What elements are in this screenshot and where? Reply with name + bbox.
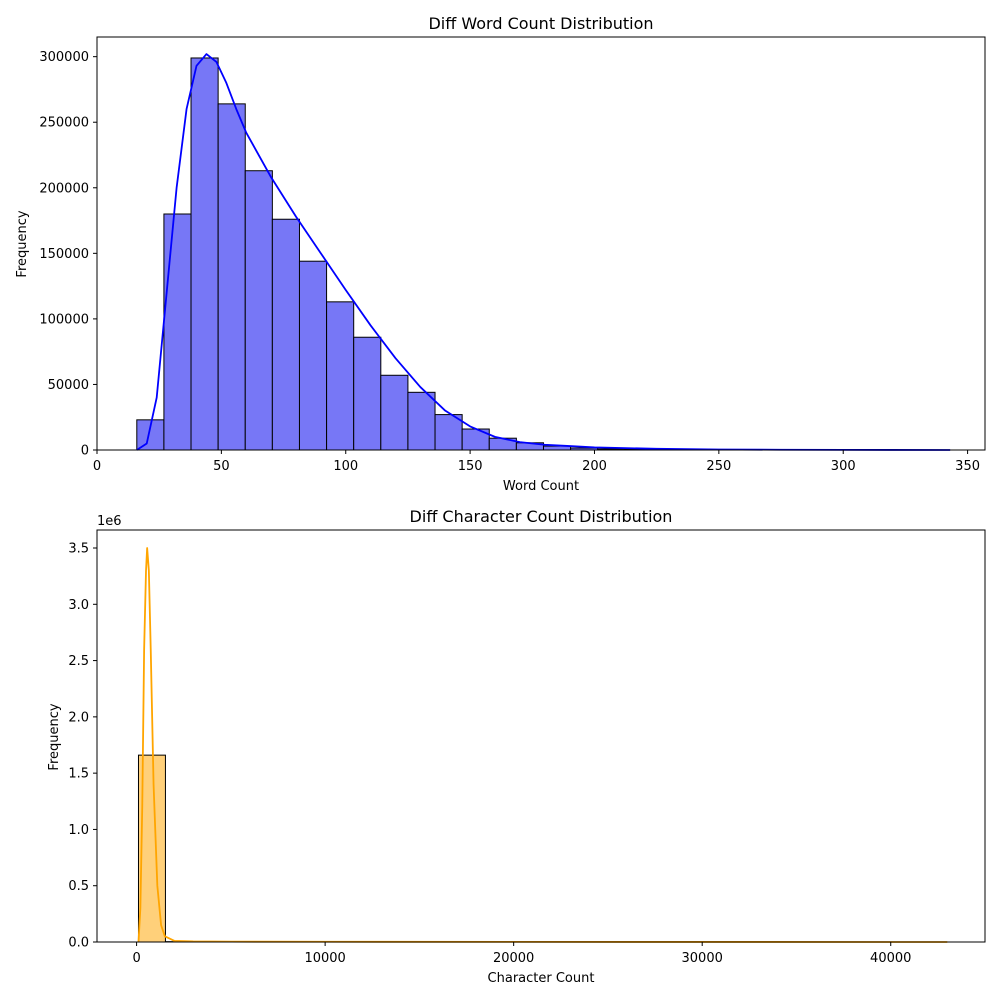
character-count-y-tick-label: 1.5 [68,767,89,782]
character-count-y-tick-label: 0.5 [68,879,89,894]
word-count-bar [353,336,382,451]
word-count-x-tick-label: 350 [955,459,980,474]
character-count-x-tick-label: 30000 [682,951,723,966]
word-count-y-tick-label: 200000 [39,181,89,196]
character-count-y-label: Frequency [47,703,62,770]
character-count-bar [137,754,166,943]
character-count-x-tick-label: 0 [132,951,140,966]
character-count-y-tick-label: 1.0 [68,823,89,838]
character-count-y-ticks: 0.0 0.5 1.0 1.5 2.0 2.5 3.0 3.5 [68,542,97,951]
character-count-x-label: Character Count [488,971,595,986]
character-count-y-tick-label: 3.5 [68,542,89,557]
word-count-y-tick-label: 50000 [48,378,89,393]
character-count-axes-frame [96,529,986,943]
word-count-x-label: Word Count [503,479,579,494]
word-count-y-tick-label: 300000 [39,50,89,65]
character-count-panel: Diff Character Count Distribution 0 10000… [47,507,986,986]
word-count-y-label: Frequency [15,210,30,277]
word-count-y-tick-label: 250000 [39,116,89,131]
word-count-bar [163,213,192,451]
word-count-bar [217,103,246,451]
word-count-y-ticks: 0 50000 100000 150000 200000 250000 300000 [39,50,97,459]
character-count-y-tick-label: 2.0 [68,710,89,725]
word-count-plot-area [136,53,951,451]
character-count-x-tick-label: 20000 [493,951,534,966]
word-count-y-tick-label: 0 [81,444,89,459]
character-count-y-tick-label: 2.5 [68,654,89,669]
word-count-x-tick-label: 150 [458,459,483,474]
word-count-x-tick-label: 0 [93,459,101,474]
word-count-axes-frame [96,36,986,451]
word-count-x-ticks: 0 50 100 150 200 250 300 350 [93,450,980,474]
word-count-bar [244,170,273,451]
character-count-y-tick-label: 3.0 [68,598,89,613]
character-count-y-scale: 1e6 [97,514,122,529]
word-count-bar [190,57,219,451]
word-count-x-tick-label: 50 [213,459,230,474]
word-count-bar [326,301,355,451]
word-count-y-tick-label: 100000 [39,312,89,327]
character-count-x-ticks: 0 10000 20000 30000 40000 [132,942,911,966]
word-count-bar [380,374,409,451]
word-count-x-tick-label: 100 [333,459,358,474]
word-count-title: Diff Word Count Distribution [428,14,653,33]
character-count-y-tick-label: 0.0 [68,936,89,951]
word-count-kde-line [136,53,951,451]
character-count-title: Diff Character Count Distribution [410,507,673,526]
word-count-x-tick-label: 200 [582,459,607,474]
character-count-x-tick-label: 40000 [870,951,911,966]
word-count-panel: Diff Word Count Distribution 0 50 100 150 20… [15,14,986,494]
word-count-x-tick-label: 300 [831,459,856,474]
word-count-y-tick-label: 150000 [39,247,89,262]
character-count-x-tick-label: 10000 [304,951,345,966]
word-count-bar [434,414,463,451]
word-count-x-tick-label: 250 [706,459,731,474]
word-count-bar [271,218,300,451]
word-count-bar [407,391,436,451]
word-count-bar [298,260,328,451]
